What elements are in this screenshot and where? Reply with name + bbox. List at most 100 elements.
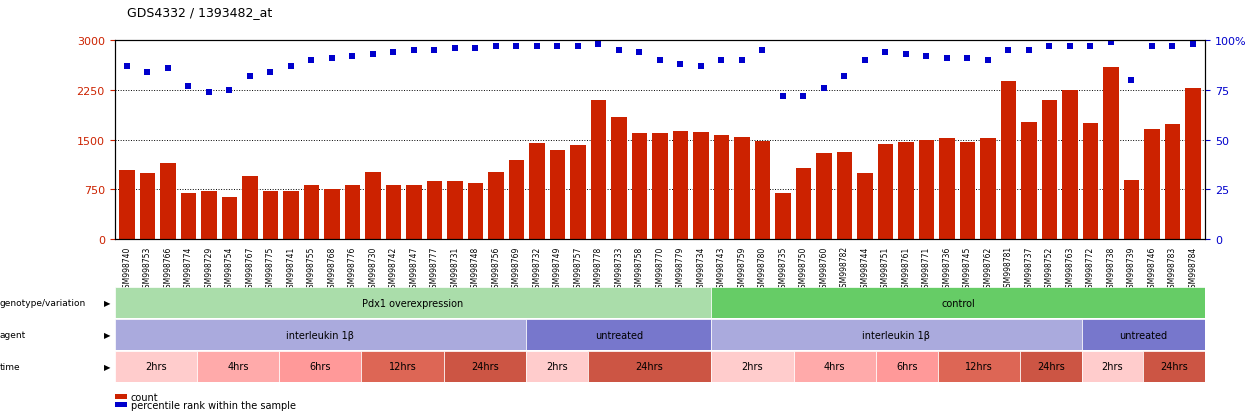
- Text: agent: agent: [0, 330, 26, 339]
- Text: interleukin 1β: interleukin 1β: [863, 330, 930, 340]
- Bar: [939, 138, 955, 240]
- Bar: [139, 173, 156, 240]
- Bar: [443, 351, 527, 382]
- Bar: [115, 319, 527, 350]
- Point: [137, 70, 157, 76]
- Bar: [243, 177, 258, 240]
- Point: [1101, 40, 1120, 47]
- Bar: [898, 143, 914, 240]
- Bar: [1143, 351, 1205, 382]
- Point: [507, 44, 527, 50]
- Bar: [222, 197, 237, 240]
- Text: 6hrs: 6hrs: [896, 361, 918, 372]
- Point: [1122, 78, 1142, 84]
- Bar: [1082, 319, 1205, 350]
- Bar: [529, 144, 544, 240]
- Text: 2hrs: 2hrs: [144, 361, 167, 372]
- Text: 24hrs: 24hrs: [1037, 361, 1064, 372]
- Text: count: count: [131, 392, 158, 402]
- Bar: [447, 182, 463, 240]
- Point: [670, 62, 690, 69]
- Bar: [549, 150, 565, 240]
- Point: [834, 74, 854, 80]
- Text: ▶: ▶: [103, 330, 111, 339]
- Bar: [345, 186, 360, 240]
- Bar: [878, 145, 893, 240]
- Bar: [1021, 123, 1037, 240]
- Text: 12hrs: 12hrs: [965, 361, 992, 372]
- Bar: [304, 185, 319, 240]
- Point: [1081, 44, 1101, 50]
- Point: [240, 74, 260, 80]
- Point: [117, 64, 137, 70]
- Bar: [197, 351, 279, 382]
- Point: [773, 93, 793, 100]
- Bar: [1164, 125, 1180, 240]
- Point: [1142, 44, 1162, 50]
- Bar: [468, 184, 483, 240]
- Bar: [980, 139, 996, 240]
- Bar: [631, 134, 647, 240]
- Point: [630, 50, 650, 57]
- Bar: [937, 351, 1020, 382]
- Point: [609, 48, 629, 55]
- Bar: [283, 191, 299, 240]
- Bar: [960, 142, 975, 240]
- Bar: [588, 351, 711, 382]
- Bar: [202, 192, 217, 240]
- Point: [425, 48, 444, 55]
- Bar: [711, 319, 1082, 350]
- Bar: [1042, 101, 1057, 240]
- Text: control: control: [941, 298, 975, 308]
- Bar: [1103, 68, 1118, 240]
- Point: [752, 48, 772, 55]
- Bar: [672, 132, 688, 240]
- Text: 24hrs: 24hrs: [636, 361, 664, 372]
- Point: [568, 44, 588, 50]
- Point: [937, 56, 957, 62]
- Point: [916, 54, 936, 60]
- Bar: [711, 287, 1205, 318]
- Point: [875, 50, 895, 57]
- Bar: [1185, 89, 1200, 240]
- Bar: [361, 351, 443, 382]
- Point: [466, 46, 486, 52]
- Point: [855, 58, 875, 64]
- Point: [1183, 42, 1203, 49]
- Bar: [279, 351, 361, 382]
- Bar: [817, 154, 832, 240]
- Bar: [1082, 351, 1143, 382]
- Bar: [263, 192, 278, 240]
- Point: [548, 44, 568, 50]
- Text: Pdx1 overexpression: Pdx1 overexpression: [362, 298, 463, 308]
- Text: untreated: untreated: [595, 330, 642, 340]
- Point: [383, 50, 403, 57]
- Point: [527, 44, 547, 50]
- Text: interleukin 1β: interleukin 1β: [286, 330, 355, 340]
- Bar: [570, 146, 585, 240]
- Bar: [1062, 91, 1077, 240]
- Text: ▶: ▶: [103, 362, 111, 371]
- Bar: [181, 193, 195, 240]
- Bar: [527, 351, 588, 382]
- Bar: [1020, 351, 1082, 382]
- Text: 24hrs: 24hrs: [1160, 361, 1188, 372]
- Point: [322, 56, 342, 62]
- Bar: [711, 351, 793, 382]
- Text: ▶: ▶: [103, 299, 111, 307]
- Bar: [793, 351, 876, 382]
- Point: [219, 88, 239, 94]
- Point: [199, 90, 219, 96]
- Bar: [611, 117, 626, 240]
- Point: [281, 64, 301, 70]
- Bar: [919, 141, 934, 240]
- Point: [896, 52, 916, 59]
- Text: GDS4332 / 1393482_at: GDS4332 / 1393482_at: [127, 6, 273, 19]
- Bar: [1144, 130, 1159, 240]
- Bar: [115, 287, 711, 318]
- Text: 12hrs: 12hrs: [388, 361, 417, 372]
- Point: [403, 48, 423, 55]
- Point: [998, 48, 1018, 55]
- Bar: [796, 169, 810, 240]
- Bar: [120, 170, 134, 240]
